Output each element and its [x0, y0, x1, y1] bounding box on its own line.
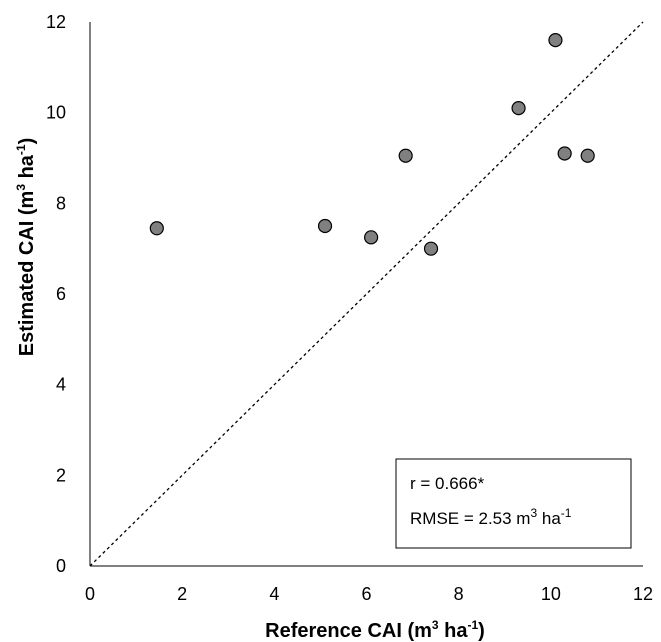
y-tick-label: 12	[46, 12, 66, 32]
tick-labels: 0 2 4 6 8 10 12 0 2 4 6 8 10 12	[46, 12, 653, 604]
data-point	[364, 230, 379, 245]
data-point	[317, 218, 333, 234]
y-axis-title-mid: ha	[16, 154, 38, 184]
x-axis-title-mid: ha	[439, 620, 469, 642]
x-axis-title-sup2: -1	[467, 618, 478, 632]
x-axis-title-main: Reference CAI (m	[265, 620, 432, 642]
y-tick-label: 2	[56, 465, 66, 485]
data-point	[423, 241, 439, 256]
y-axis-title-end: )	[16, 138, 38, 145]
x-tick-label: 12	[633, 584, 653, 604]
y-axis-title: Estimated CAI (m3 ha-1)	[14, 138, 38, 357]
data-point	[580, 148, 595, 163]
axes	[89, 22, 643, 567]
y-tick-label: 6	[56, 284, 66, 304]
x-tick-label: 0	[85, 584, 95, 604]
data-point	[398, 148, 413, 163]
x-tick-label: 6	[361, 584, 371, 604]
x-tick-label: 8	[454, 584, 464, 604]
y-axis-title-sup1: 3	[14, 184, 28, 191]
y-axis-title-main: Estimated CAI (m	[16, 191, 38, 357]
x-tick-label: 2	[177, 584, 187, 604]
stats-rmse-main: RMSE = 2.53 m	[410, 509, 530, 528]
stats-rmse: RMSE = 2.53 m3 ha-1	[410, 506, 572, 528]
stats-box: r = 0.666* RMSE = 2.53 m3 ha-1	[395, 458, 632, 549]
data-points	[149, 33, 595, 256]
y-tick-label: 0	[56, 556, 66, 576]
stats-r: r = 0.666*	[410, 474, 485, 493]
x-axis-title-end: )	[478, 620, 485, 642]
stats-rmse-sup1: 3	[530, 506, 537, 520]
x-tick-label: 10	[541, 584, 561, 604]
y-tick-label: 10	[46, 103, 66, 123]
x-axis-title-sup1: 3	[432, 618, 439, 632]
stats-rmse-sup2: -1	[561, 506, 572, 520]
y-tick-label: 8	[56, 193, 66, 213]
stats-rmse-mid: ha	[537, 509, 561, 528]
y-axis-title-sup2: -1	[14, 144, 28, 155]
data-point	[548, 33, 563, 48]
data-point	[149, 221, 164, 236]
x-axis-title: Reference CAI (m3 ha-1)	[265, 618, 485, 642]
data-point	[511, 101, 526, 116]
x-tick-label: 4	[269, 584, 279, 604]
y-tick-label: 4	[56, 375, 66, 395]
stats-box-frame	[395, 458, 632, 549]
data-point	[557, 146, 572, 161]
